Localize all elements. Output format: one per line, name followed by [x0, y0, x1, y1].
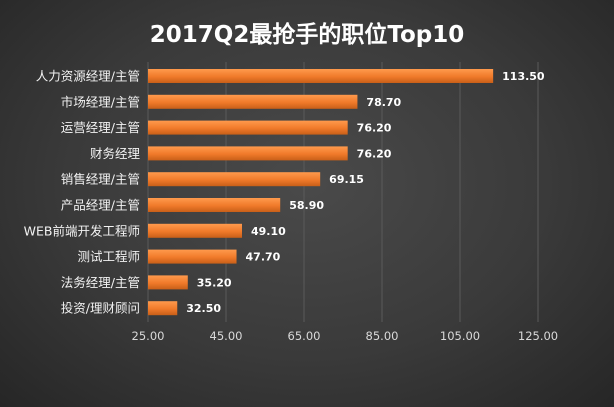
- category-label: WEB前端开发工程师: [24, 223, 140, 238]
- category-label: 市场经理/主管: [61, 94, 140, 109]
- bar: [148, 94, 358, 109]
- category-label: 财务经理: [90, 146, 141, 161]
- value-label: 76.20: [357, 122, 392, 135]
- category-labels: 人力资源经理/主管市场经理/主管运营经理/主管财务经理销售经理/主管产品经理/主…: [24, 69, 141, 316]
- category-label: 产品经理/主管: [61, 198, 140, 213]
- x-axis-ticks: 25.00 45.00 65.00 85.00 105.00 125.00: [132, 329, 559, 343]
- value-label: 69.15: [329, 173, 364, 186]
- bar: [148, 301, 178, 316]
- value-label: 113.50: [502, 70, 545, 83]
- bar: [148, 223, 242, 238]
- bar: [148, 172, 321, 187]
- value-label: 49.10: [251, 225, 286, 238]
- bar: [148, 198, 281, 212]
- bar: [148, 69, 494, 83]
- bar: [148, 146, 348, 161]
- x-tick-label: 45.00: [210, 329, 243, 343]
- category-label: 运营经理/主管: [61, 120, 140, 135]
- x-tick-label: 85.00: [366, 329, 399, 343]
- bar: [148, 275, 188, 290]
- bar: [148, 249, 237, 264]
- x-tick-label: 125.00: [518, 329, 558, 343]
- x-tick-label: 25.00: [132, 329, 165, 343]
- value-label: 32.50: [186, 302, 221, 315]
- x-tick-label: 105.00: [440, 329, 480, 343]
- category-label: 测试工程师: [77, 249, 140, 264]
- value-label: 47.70: [246, 251, 281, 264]
- value-label: 35.20: [197, 276, 232, 289]
- x-tick-label: 65.00: [288, 329, 321, 343]
- value-label: 58.90: [289, 199, 324, 212]
- category-label: 投资/理财顾问: [61, 301, 140, 316]
- value-label: 78.70: [366, 96, 401, 109]
- category-label: 法务经理/主管: [61, 275, 140, 290]
- category-label: 销售经理/主管: [61, 172, 140, 187]
- bar: [148, 120, 348, 135]
- bars: [148, 69, 494, 316]
- value-label: 76.20: [357, 147, 392, 160]
- chart-title: 2017Q2最抢手的职位Top10: [150, 21, 464, 48]
- category-label: 人力资源经理/主管: [36, 69, 140, 84]
